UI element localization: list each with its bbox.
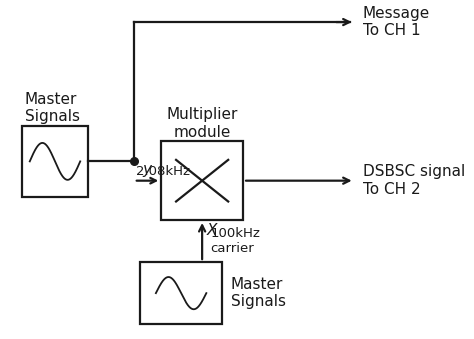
Text: Master
Signals: Master Signals bbox=[25, 92, 80, 124]
Text: DSBSC signal
To CH 2: DSBSC signal To CH 2 bbox=[363, 164, 465, 197]
Text: Master
Signals: Master Signals bbox=[230, 277, 285, 309]
Text: 2.08kHz: 2.08kHz bbox=[136, 165, 190, 178]
Text: Multiplier
module: Multiplier module bbox=[166, 107, 238, 140]
Text: X: X bbox=[206, 223, 217, 238]
Text: 100kHz
carrier: 100kHz carrier bbox=[210, 227, 260, 255]
Text: Message
To CH 1: Message To CH 1 bbox=[363, 6, 430, 38]
Bar bbox=[22, 126, 88, 197]
Bar bbox=[140, 262, 222, 324]
Bar bbox=[161, 141, 243, 220]
Text: y: y bbox=[142, 162, 151, 177]
